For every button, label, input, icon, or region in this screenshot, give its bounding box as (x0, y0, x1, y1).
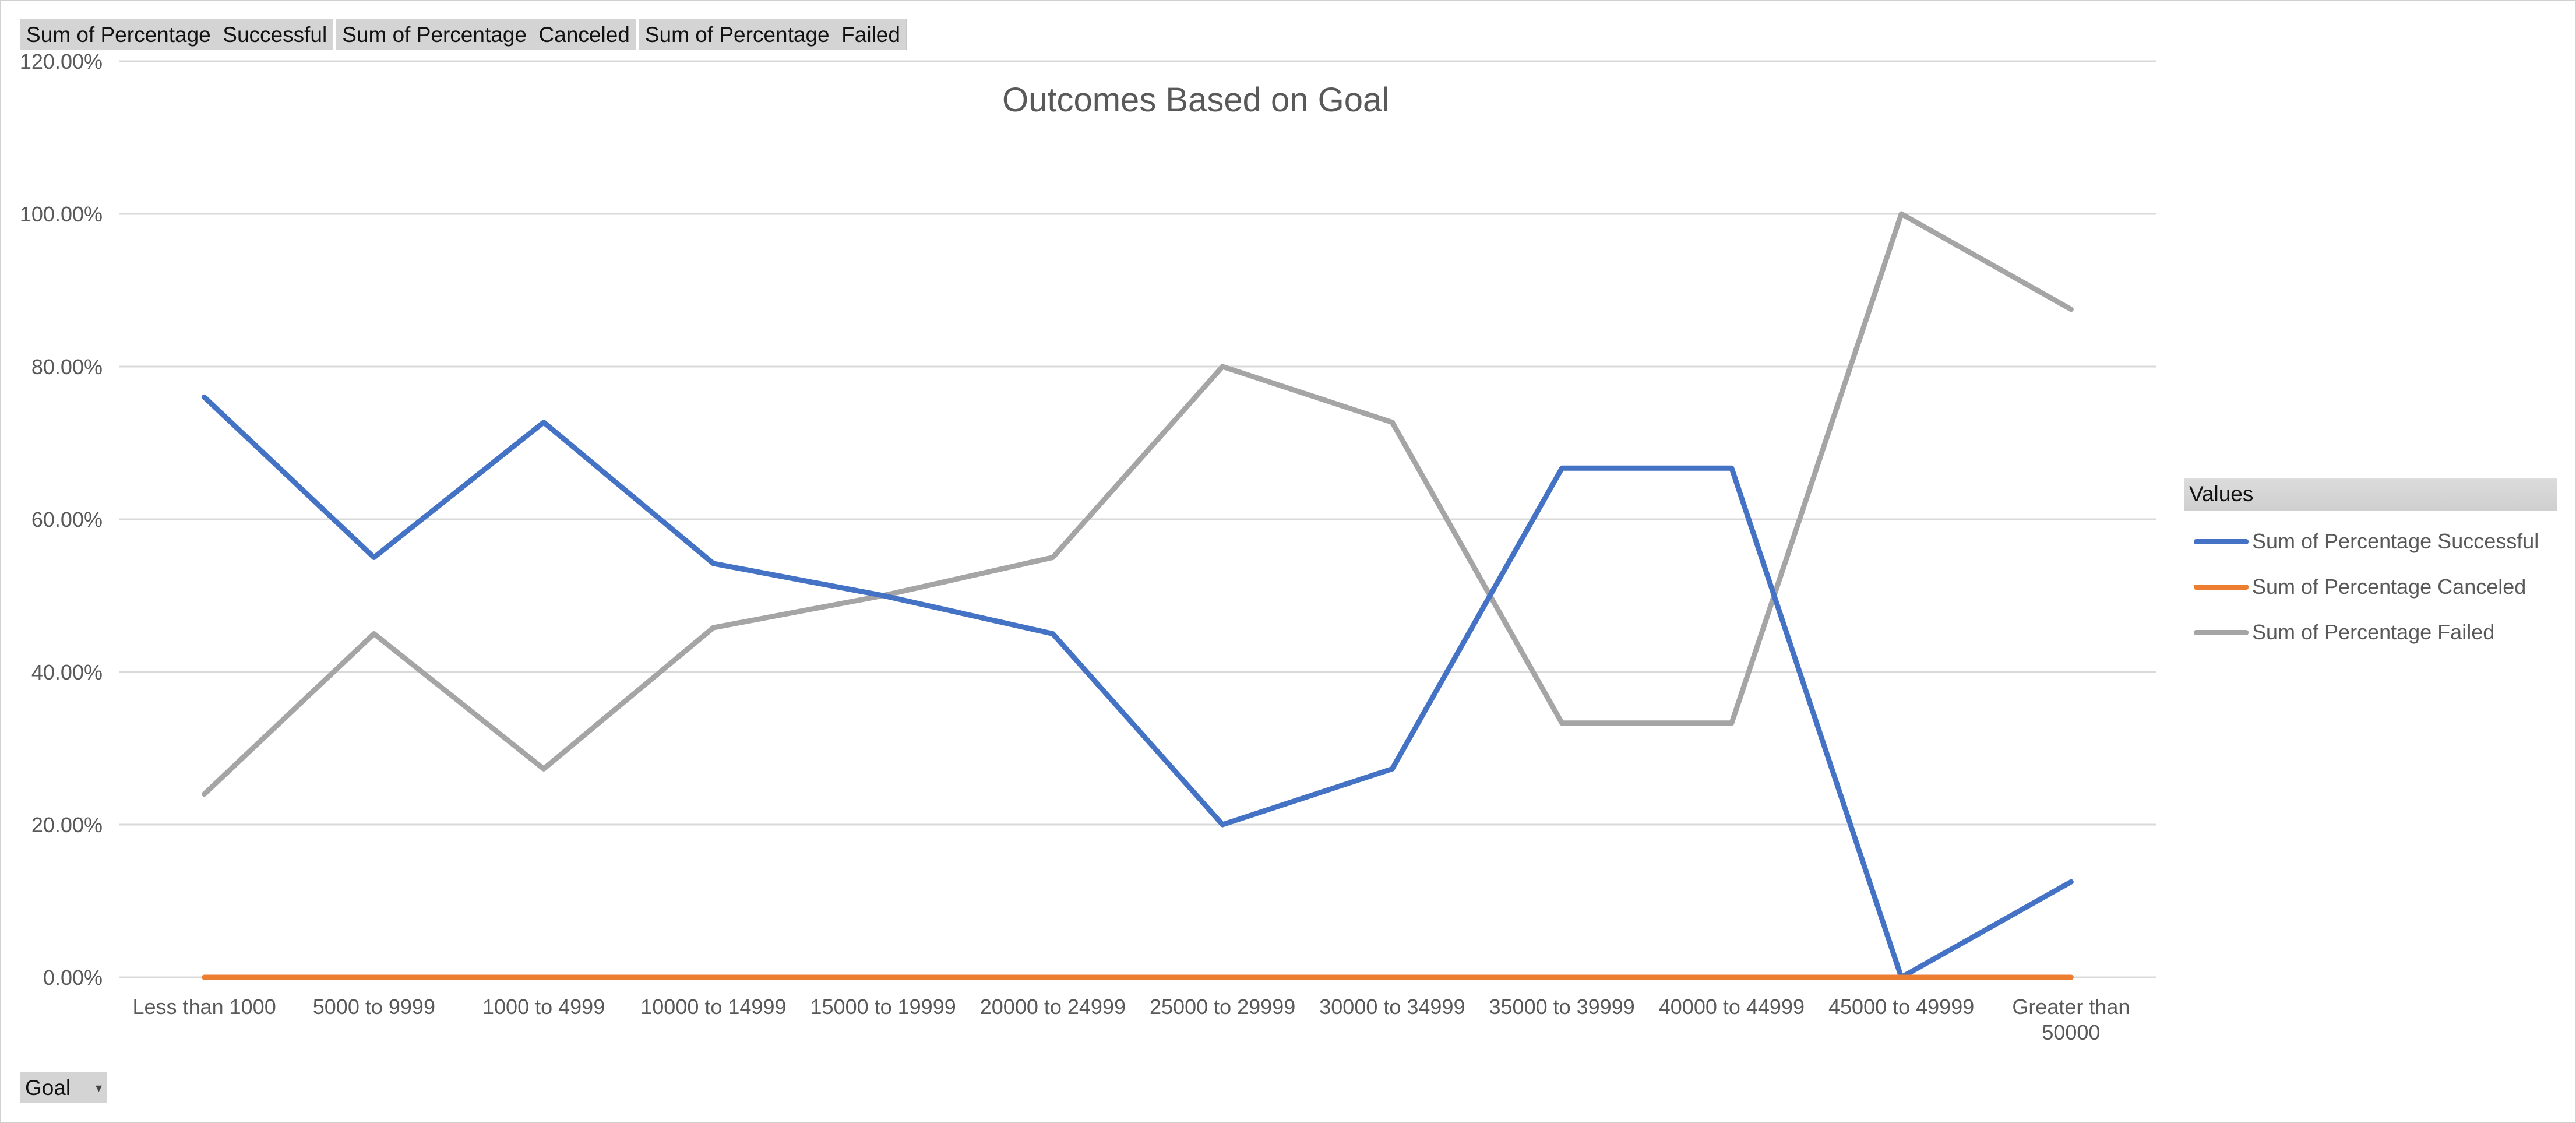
axis-field-button-goal[interactable]: Goal ▾ (20, 1072, 107, 1103)
legend-swatch (2194, 629, 2249, 635)
x-tick-label: 25000 to 29999 (1150, 995, 1295, 1019)
legend: Values Sum of Percentage Successful Sum … (2184, 478, 2557, 655)
y-tick-label: 100.00% (20, 202, 103, 226)
field-button-canceled[interactable]: Sum of Percentage Canceled (336, 19, 636, 50)
legend-swatch (2194, 538, 2249, 544)
x-axis-tick-labels: Less than 1000 5000 to 9999 1000 to 4999 10… (133, 995, 2130, 1044)
legend-label: Sum of Percentage Canceled (2252, 575, 2526, 599)
y-tick-label: 80.00% (31, 355, 103, 379)
y-axis-tick-labels: 0.00% 20.00% 40.00% 60.00% 80.00% 100.00% 120.… (20, 50, 103, 990)
x-tick-label: 20000 to 24999 (980, 995, 1126, 1019)
field-button-successful[interactable]: Sum of Percentage Successful (20, 19, 334, 50)
series-line-failed (202, 211, 2074, 797)
x-tick-label: Less than 1000 (133, 995, 276, 1019)
axis-field-label: Goal (25, 1076, 71, 1100)
x-tick-label: 45000 to 49999 (1828, 995, 1974, 1019)
series-lines (202, 211, 2074, 980)
legend-item-successful[interactable]: Sum of Percentage Successful (2184, 519, 2557, 564)
x-tick-label: 40000 to 44999 (1659, 995, 1805, 1019)
legend-item-failed[interactable]: Sum of Percentage Failed (2184, 610, 2557, 655)
legend-item-canceled[interactable]: Sum of Percentage Canceled (2184, 564, 2557, 610)
dropdown-arrow-icon: ▾ (95, 1080, 102, 1095)
value-field-buttons: Sum of Percentage Successful Sum of Perc… (20, 19, 907, 50)
y-tick-label: 20.00% (31, 813, 103, 837)
field-button-failed[interactable]: Sum of Percentage Failed (638, 19, 907, 50)
y-tick-label: 0.00% (43, 966, 103, 990)
chart-title: Outcomes Based on Goal (1002, 81, 1390, 119)
x-tick-label: 10000 to 14999 (640, 995, 786, 1019)
legend-label: Sum of Percentage Failed (2252, 620, 2495, 644)
x-tick-label: 35000 to 39999 (1489, 995, 1635, 1019)
x-tick-label: 5000 to 9999 (313, 995, 435, 1019)
legend-header[interactable]: Values (2184, 478, 2557, 511)
y-tick-label: 60.00% (31, 508, 103, 531)
y-tick-label: 40.00% (31, 660, 103, 684)
x-tick-label: 1000 to 4999 (482, 995, 605, 1019)
x-tick-label: 15000 to 19999 (810, 995, 956, 1019)
legend-label: Sum of Percentage Successful (2252, 529, 2539, 553)
y-tick-label: 120.00% (20, 50, 103, 73)
series-line-successful (202, 394, 2074, 980)
x-tick-label: Greater than 50000 (2012, 995, 2130, 1044)
x-tick-label: 30000 to 34999 (1319, 995, 1465, 1019)
legend-swatch (2194, 584, 2249, 590)
